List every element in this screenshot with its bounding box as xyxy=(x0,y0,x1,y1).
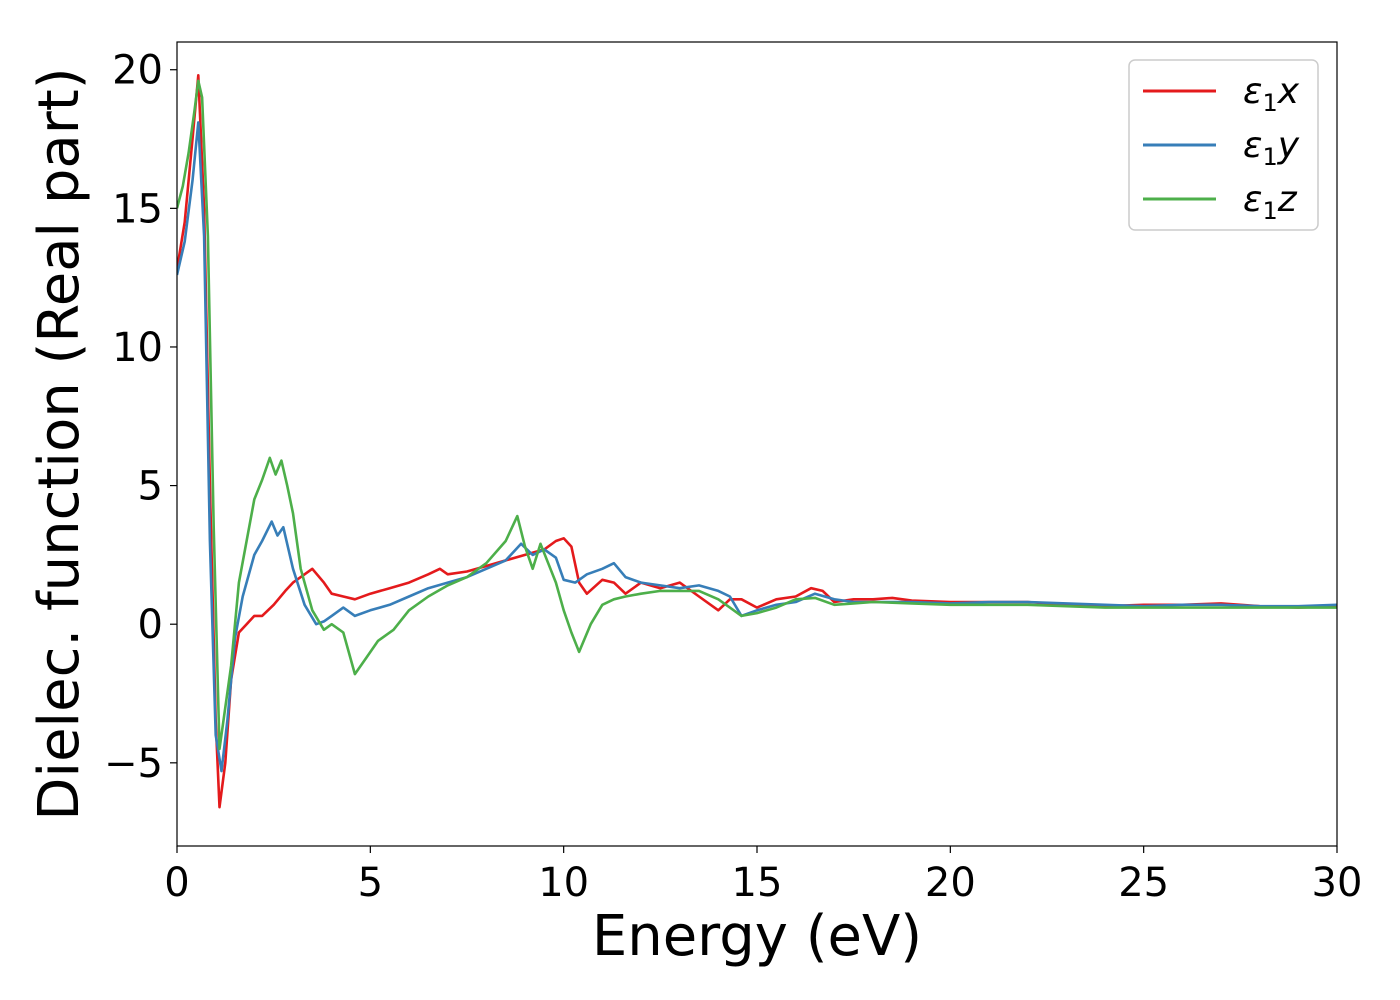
x-tick-label: 20 xyxy=(925,860,976,906)
x-tick-label: 5 xyxy=(358,860,383,906)
y-tick-label: −5 xyxy=(104,741,163,787)
legend: ε1x ε1y ε1z xyxy=(1128,59,1319,231)
series-line-x xyxy=(177,74,1337,809)
series-line-y xyxy=(177,121,1337,773)
y-tick-label: 5 xyxy=(138,464,163,510)
legend-box xyxy=(1128,59,1319,231)
y-axis-label: Dielec. function (Real part) xyxy=(27,67,92,820)
y-tick-label: 20 xyxy=(112,48,163,94)
legend-label-z: ε1z xyxy=(1243,179,1298,225)
x-axis-label: Energy (eV) xyxy=(592,904,922,969)
legend-label-y: ε1y xyxy=(1243,125,1300,171)
x-tick-label: 15 xyxy=(732,860,783,906)
y-tick-label: 10 xyxy=(112,325,163,371)
x-tick-label: 0 xyxy=(164,860,189,906)
y-tick-label: 15 xyxy=(112,186,163,232)
x-tick-label: 30 xyxy=(1312,860,1363,906)
axis-ticks: 0 5 10 15 20 25 30 −5 0 5 10 15 20 xyxy=(104,48,1362,906)
legend-label-x: ε1x xyxy=(1243,71,1300,117)
x-tick-label: 25 xyxy=(1118,860,1169,906)
series-lines xyxy=(177,74,1337,809)
x-tick-label: 10 xyxy=(538,860,589,906)
series-line-z xyxy=(177,79,1337,751)
y-tick-label: 0 xyxy=(138,602,163,648)
